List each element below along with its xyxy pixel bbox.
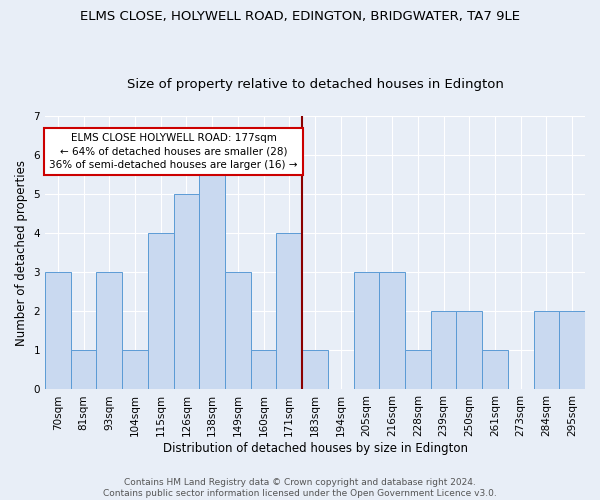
Bar [457, 312, 482, 390]
Bar [353, 272, 379, 390]
Bar [173, 194, 199, 390]
X-axis label: Distribution of detached houses by size in Edington: Distribution of detached houses by size … [163, 442, 467, 455]
Bar [199, 155, 225, 390]
Text: ELMS CLOSE HOLYWELL ROAD: 177sqm
← 64% of detached houses are smaller (28)
36% o: ELMS CLOSE HOLYWELL ROAD: 177sqm ← 64% o… [49, 134, 298, 170]
Bar [97, 272, 122, 390]
Text: ELMS CLOSE, HOLYWELL ROAD, EDINGTON, BRIDGWATER, TA7 9LE: ELMS CLOSE, HOLYWELL ROAD, EDINGTON, BRI… [80, 10, 520, 23]
Title: Size of property relative to detached houses in Edington: Size of property relative to detached ho… [127, 78, 503, 91]
Bar [379, 272, 405, 390]
Text: Contains HM Land Registry data © Crown copyright and database right 2024.
Contai: Contains HM Land Registry data © Crown c… [103, 478, 497, 498]
Bar [302, 350, 328, 390]
Bar [431, 312, 457, 390]
Bar [533, 312, 559, 390]
Bar [45, 272, 71, 390]
Bar [251, 350, 277, 390]
Bar [277, 233, 302, 390]
Bar [148, 233, 173, 390]
Y-axis label: Number of detached properties: Number of detached properties [15, 160, 28, 346]
Bar [122, 350, 148, 390]
Bar [559, 312, 585, 390]
Bar [225, 272, 251, 390]
Bar [482, 350, 508, 390]
Bar [71, 350, 97, 390]
Bar [405, 350, 431, 390]
